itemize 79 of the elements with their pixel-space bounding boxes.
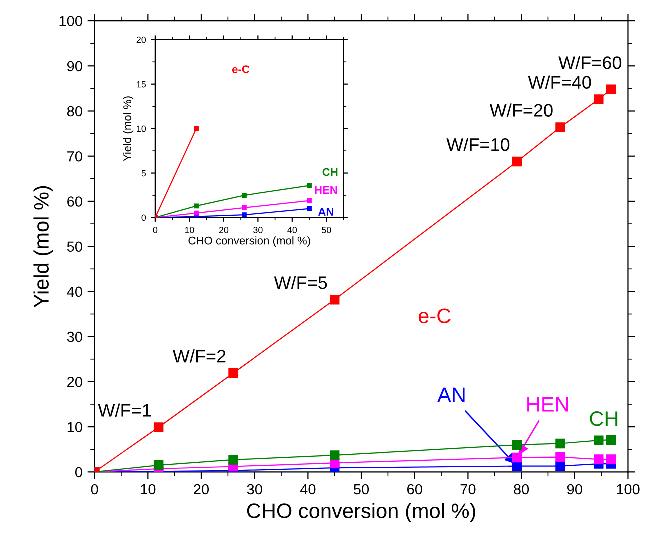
point (154, 460, 164, 470)
x-tick-label: 60 (407, 484, 422, 495)
x-tick-label: 50 (354, 484, 370, 495)
text: e-C (418, 308, 451, 324)
series-label: AN (318, 208, 334, 216)
point (556, 438, 566, 449)
x-tick-label: 50 (322, 227, 332, 234)
annotation: W/F=60 (558, 56, 622, 70)
point (242, 206, 247, 210)
point (194, 204, 199, 209)
point (512, 156, 522, 167)
point (512, 440, 522, 450)
series-label: HEN (315, 186, 338, 194)
point (556, 122, 566, 132)
text: e-C (232, 66, 250, 74)
y-tick-label: 90 (67, 61, 82, 72)
point (606, 454, 616, 464)
y-tick-label: 0 (142, 214, 146, 222)
y-tick-label: 60 (68, 196, 82, 207)
y-tick-label: 80 (67, 106, 82, 117)
point (154, 422, 164, 432)
x-tick-label: 70 (460, 484, 476, 495)
y-tick-label: 0 (75, 467, 82, 478)
y-axis-title: Yield (mol %) (123, 96, 134, 162)
point (594, 94, 604, 104)
x-tick-label: 0 (91, 484, 98, 495)
annotation: W/F=1 (98, 404, 151, 417)
annotation: W/F=20 (490, 104, 553, 117)
y-tick-label: 50 (67, 242, 82, 252)
x-tick-label: 100 (617, 484, 640, 495)
x-tick-label: 20 (219, 227, 229, 234)
y-tick-label: 70 (68, 151, 82, 162)
point (242, 193, 247, 198)
text: AN (438, 388, 465, 402)
point (194, 210, 199, 216)
point (228, 368, 238, 378)
point (594, 454, 604, 464)
annotation: W/F=2 (172, 350, 226, 363)
point (594, 436, 604, 446)
annotation: W/F=10 (446, 138, 510, 152)
x-tick-label: 0 (153, 227, 158, 234)
point (512, 452, 522, 463)
point (307, 183, 312, 188)
y-tick-label: 100 (60, 16, 82, 26)
y-axis-title: Yield (mol %) (34, 186, 54, 308)
y-tick-label: 20 (136, 36, 146, 44)
x-tick-label: 40 (288, 227, 298, 234)
y-tick-label: 10 (68, 422, 82, 432)
y-tick-label: 15 (137, 81, 146, 88)
point (242, 212, 247, 218)
point (307, 198, 312, 204)
y-tick-label: 40 (67, 286, 82, 298)
x-tick-label: 90 (567, 484, 582, 495)
x-tick-label: 40 (300, 484, 316, 495)
point (556, 461, 566, 472)
y-tick-label: 10 (137, 126, 146, 132)
point (606, 435, 616, 445)
x-tick-label: 30 (254, 227, 263, 234)
x-tick-label: 20 (194, 484, 210, 495)
point (307, 206, 312, 212)
y-tick-label: 30 (67, 332, 82, 342)
series-label: CH (590, 412, 618, 426)
y-tick-label: 20 (68, 377, 82, 388)
x-tick-label: 80 (514, 484, 530, 495)
x-tick-label: 10 (185, 227, 194, 234)
x-axis-title: CHO conversion (mol %) (247, 503, 476, 523)
annotation: W/F=5 (274, 276, 328, 290)
point (194, 126, 199, 132)
x-axis-title: CHO conversion (mol %) (188, 236, 310, 247)
annotation: W/F=40 (528, 76, 592, 90)
point (606, 84, 616, 94)
y-tick-label: 5 (142, 170, 146, 177)
point (330, 294, 340, 305)
point (556, 452, 566, 462)
point (330, 450, 340, 460)
series-label: CH (322, 168, 338, 176)
point (228, 455, 238, 465)
series-label: HEN (528, 397, 568, 412)
x-tick-label: 30 (247, 484, 262, 495)
